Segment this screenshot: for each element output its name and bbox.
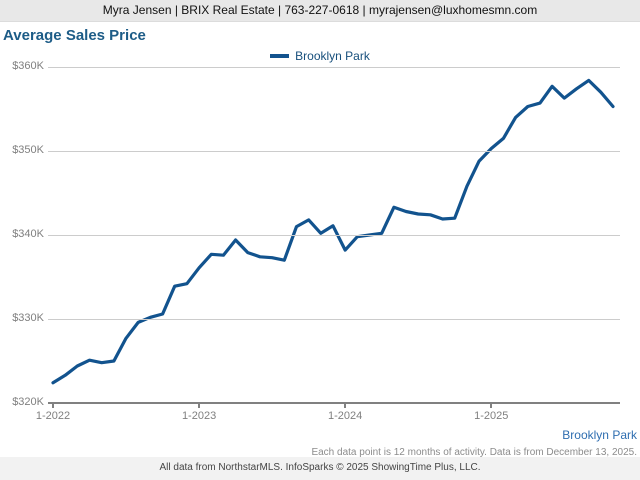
chart-legend: Brooklyn Park	[0, 48, 640, 64]
x-axis-tick-label: 1-2025	[474, 410, 509, 422]
x-axis-tick	[198, 403, 201, 408]
y-gridline	[48, 319, 620, 320]
y-axis-tick-label: $340K	[12, 228, 44, 240]
legend-line-swatch	[270, 54, 290, 58]
data-activity-note: Each data point is 12 months of activity…	[311, 447, 637, 458]
contact-header: Myra Jensen | BRIX Real Estate | 763-227…	[0, 0, 640, 22]
x-axis-tick-label: 1-2024	[328, 410, 363, 422]
x-axis-tick-label: 1-2023	[181, 410, 217, 422]
y-gridline	[48, 67, 620, 68]
x-axis-tick	[344, 403, 347, 408]
contact-info-text: Myra Jensen | BRIX Real Estate | 763-227…	[102, 3, 538, 17]
y-axis-tick-label: $360K	[12, 60, 44, 72]
x-axis-line	[48, 402, 620, 404]
page-title: Average Sales Price	[3, 27, 146, 44]
y-axis-tick-label: $320K	[12, 396, 44, 408]
x-axis-tick	[490, 403, 493, 408]
y-axis-tick-label: $350K	[12, 144, 44, 156]
x-axis-tick-label: 1-2022	[35, 410, 71, 422]
legend-series-label: Brooklyn Park	[295, 49, 370, 63]
y-gridline	[48, 151, 620, 152]
y-gridline	[48, 235, 620, 236]
y-axis-tick-label: $330K	[12, 312, 44, 324]
brooklyn-park-series-line	[51, 78, 615, 385]
series-footer-label: Brooklyn Park	[562, 428, 637, 442]
attribution-text: All data from NorthstarMLS. InfoSparks ©…	[159, 462, 481, 473]
attribution-footer: All data from NorthstarMLS. InfoSparks ©…	[0, 457, 640, 480]
x-axis-tick	[52, 403, 54, 408]
